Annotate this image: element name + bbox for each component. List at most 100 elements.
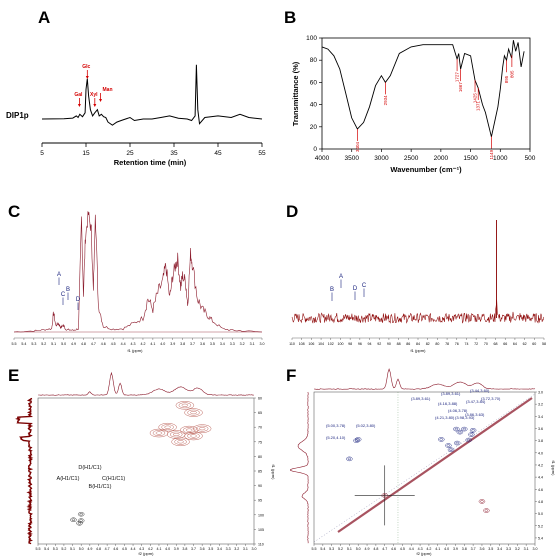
ftir-spectrum-line <box>321 40 525 137</box>
y-tick-label: 100 <box>306 35 317 42</box>
x-tick-label: 3.1 <box>524 547 529 551</box>
panel-label: F <box>286 366 297 385</box>
panel-label: E <box>8 366 20 385</box>
y-tick-label: 40 <box>310 102 318 109</box>
y-tick-label: 0 <box>313 146 317 153</box>
peak-label: 1149 <box>489 149 494 159</box>
cross-peak <box>466 438 471 442</box>
cross-peak <box>447 447 455 452</box>
x-tick-label: 2500 <box>404 155 419 162</box>
y-tick-label: 5.0 <box>538 512 543 516</box>
cross-peak <box>455 441 459 445</box>
x-tick-label: 60 <box>532 342 536 346</box>
y-tick-label: 105 <box>258 528 264 532</box>
x-tick-label: 98 <box>348 342 352 346</box>
cross-peak-label: D(H1/C1) <box>78 465 101 471</box>
projection-line <box>290 391 309 544</box>
y-tick-label: 80 <box>258 455 262 459</box>
c13-spectrum-line <box>291 299 545 324</box>
x-tick-label: 72 <box>474 342 478 346</box>
hsqc-chart: 5.5 5.4 5.3 5.2 5.1 5.0 4.9 4.8 4.7 4.6 4.5 4.4 4.3 4… <box>15 371 276 556</box>
x-tick-label: 76 <box>455 342 459 346</box>
cross-peak <box>458 430 462 434</box>
x-tick-label: 3.5 <box>488 547 493 551</box>
cross-peak <box>77 522 82 525</box>
cross-peak <box>170 431 183 438</box>
x-tick-label: 45 <box>214 150 222 157</box>
cross-peak <box>354 437 362 442</box>
peak-label: 1425 <box>473 93 478 104</box>
peak-label: D <box>353 286 358 292</box>
x-axis-label: f1 (ppm) <box>128 348 144 353</box>
y-tick-label: 4.4 <box>538 476 543 480</box>
y-tick-label: 3.2 <box>538 403 543 407</box>
cross-peak <box>456 429 464 435</box>
x-tick-label: 5 <box>40 150 44 157</box>
x-tick-label: 55 <box>258 150 266 157</box>
diagonal-ridge <box>337 397 533 533</box>
plot-frame <box>321 37 531 150</box>
x-tick-label: 3.4 <box>217 547 222 551</box>
cross-peak <box>381 493 388 498</box>
x-tick-label: 3.8 <box>180 342 185 346</box>
x-tick-label: 5.5 <box>36 547 41 551</box>
cross-peak <box>347 457 352 461</box>
cross-peak <box>478 499 486 504</box>
y-axis-label: f1 (ppm) <box>271 465 276 481</box>
x-tick-label: 70 <box>484 342 488 346</box>
cross-peak <box>190 411 197 415</box>
peak-label: 805 <box>509 70 514 78</box>
x-tick-label: 5.4 <box>320 547 325 551</box>
cross-peak <box>382 494 387 497</box>
x-tick-label: 5.3 <box>329 547 334 551</box>
cross-peak-label: A(H1/C1) <box>57 476 80 482</box>
cross-peak <box>445 443 452 448</box>
x-tick-label: 86 <box>406 342 410 346</box>
cross-peak <box>187 433 200 439</box>
cross-peak <box>187 409 200 416</box>
arrow-head <box>85 76 89 79</box>
x-tick-label: 104 <box>318 342 324 346</box>
x-tick-label: 3.6 <box>200 547 205 551</box>
x-tick-label: 58 <box>542 342 546 346</box>
peak-label: C <box>61 292 66 298</box>
x-tick-label: 74 <box>464 342 468 346</box>
x-tick-label: 68 <box>494 342 498 346</box>
panel-label: A <box>38 8 51 27</box>
panel-c: C 5.5 5.4 5.3 5.2 5.1 5.0 4.9 4.8 4.7 4.6 4.5 4.4 4.… <box>0 190 278 360</box>
x-tick-label: 4.1 <box>156 547 161 551</box>
cross-peak <box>454 427 459 431</box>
cross-peak-label: (3.89,3.61) <box>411 396 431 401</box>
x-tick-label: 3.4 <box>220 342 225 346</box>
cross-peak-label: (3.98,3.93) <box>455 415 475 420</box>
x-tick-label: 5.5 <box>312 547 317 551</box>
x-tick-label: 3.2 <box>234 547 239 551</box>
panel-label: C <box>8 202 21 221</box>
arrow-head <box>77 104 81 107</box>
cross-peak <box>158 422 177 432</box>
y-axis-label: Transmittance (%) <box>291 61 300 126</box>
x-tick-label: 4.6 <box>391 547 396 551</box>
x-tick-label: 4.9 <box>365 547 370 551</box>
panel-a: A DIP1p 5 15 25 35 45 55 Retention time (min)… <box>0 0 278 175</box>
x-tick-label: 5.4 <box>21 342 26 346</box>
cross-peak <box>173 432 180 437</box>
peak-label: D <box>76 297 81 303</box>
x-tick-label: 3.9 <box>170 342 175 346</box>
arrow-head <box>93 104 97 107</box>
x-tick-label: 3.6 <box>200 342 205 346</box>
peak-label: 2934 <box>383 95 388 106</box>
peak-label: B <box>66 287 70 293</box>
y-tick-label: 3.8 <box>538 439 543 443</box>
peak-label: 895 <box>504 75 509 83</box>
plot-frame <box>37 397 255 545</box>
x-tick-label: 90 <box>387 342 391 346</box>
cross-peak <box>77 511 85 517</box>
peak-annotation: Xyl <box>90 92 98 98</box>
y-tick-label: 85 <box>258 470 262 474</box>
x-axis-label: f2 (ppm) <box>417 551 433 556</box>
ftir-chart: 4000 3500 3000 2500 2000 1500 1000 500 0 20 40 60 80… <box>291 35 536 174</box>
cross-peak <box>468 432 475 437</box>
cross-peak <box>469 428 477 433</box>
x-tick-label: 82 <box>426 342 430 346</box>
